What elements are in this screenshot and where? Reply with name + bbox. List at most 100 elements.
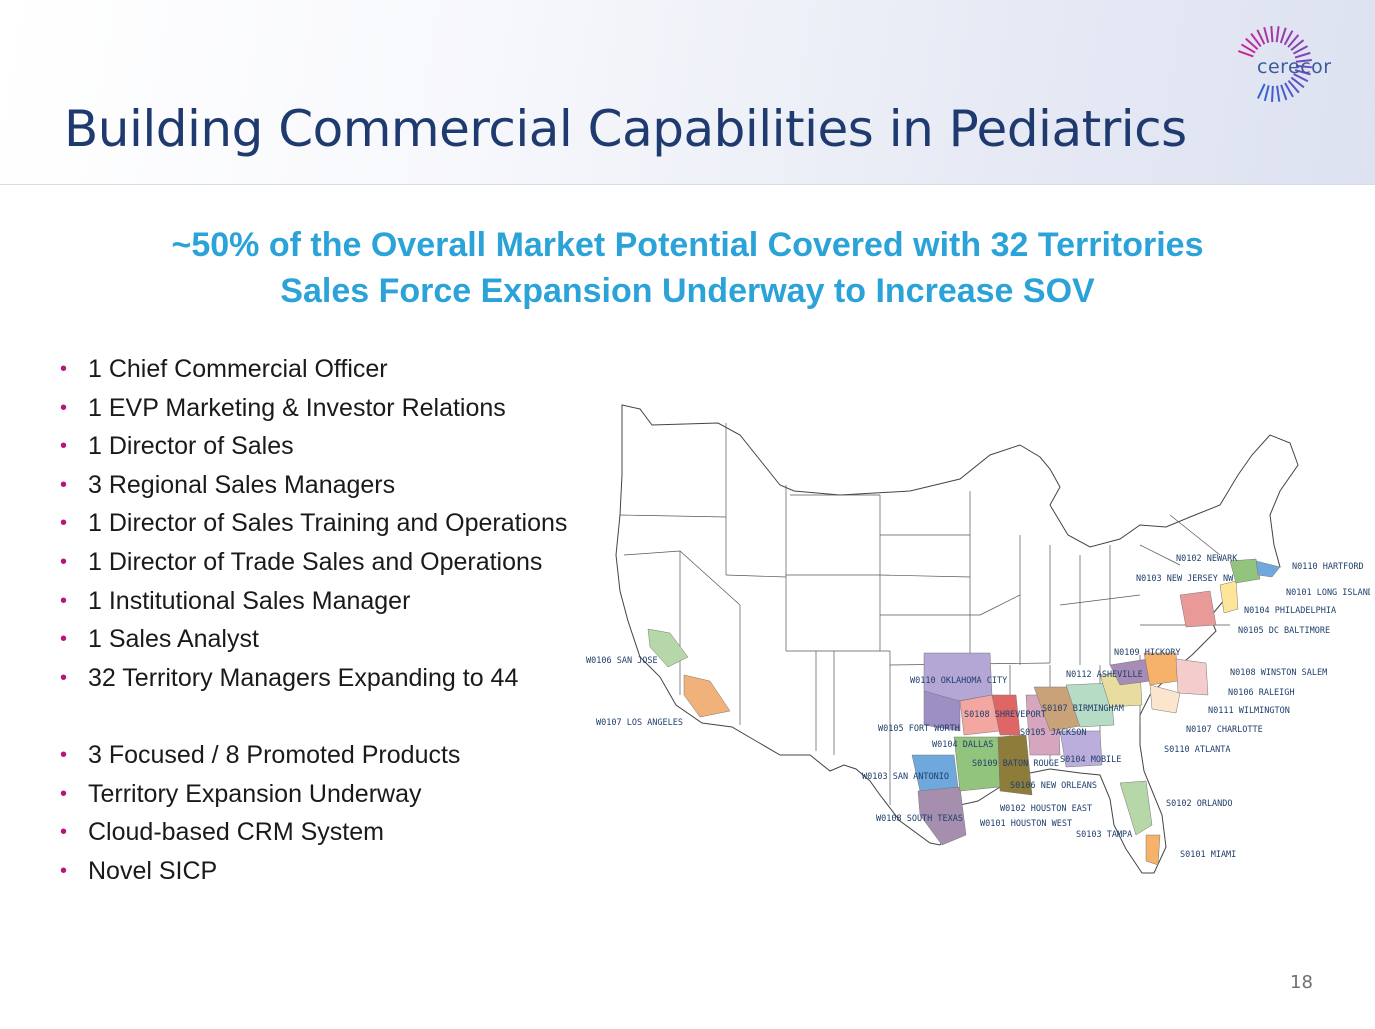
- territory-south-texas: [917, 786, 967, 846]
- territory-label: S0102 ORLANDO: [1166, 799, 1233, 809]
- territory-fort-worth: [923, 690, 961, 732]
- territory-san-jose: [647, 628, 689, 668]
- territory-label: N0103 NEW JERSEY NW: [1136, 574, 1234, 584]
- territory-label: W0108 SOUTH TEXAS: [876, 814, 963, 824]
- cerecor-arc-logo-icon: [1237, 26, 1312, 103]
- logo-ray: [1295, 64, 1312, 69]
- bullet-dot-icon: •: [60, 589, 68, 612]
- territory-new-jersey: [1229, 558, 1261, 584]
- logo-ray: [1287, 79, 1300, 94]
- bullet-item: • 1 Chief Commercial Officer: [60, 350, 567, 389]
- logo-ray: [1283, 30, 1294, 46]
- territory-label: W0102 HOUSTON EAST: [1000, 804, 1092, 814]
- territory-miami: [1145, 834, 1161, 866]
- territory-label: N0101 LONG ISLAND: [1286, 588, 1370, 598]
- bullet-item: • Cloud-based CRM System: [60, 813, 567, 852]
- territory-long-island: [1255, 560, 1281, 578]
- territory-map: W0106 SAN JOSE W0107 LOS ANGELES W0110 OKL…: [586, 404, 1370, 874]
- bullet-text: Cloud-based CRM System: [88, 818, 384, 847]
- territory-mobile: [1059, 730, 1103, 768]
- territory-label: N0105 DC BALTIMORE: [1238, 626, 1330, 636]
- bullet-item: • Novel SICP: [60, 852, 567, 891]
- bullet-text: Novel SICP: [88, 856, 218, 885]
- territory-patches: [647, 558, 1281, 866]
- territory-tampa-orlando: [1119, 780, 1153, 836]
- bullet-dot-icon: •: [60, 435, 68, 458]
- bullet-item: • 1 Sales Analyst: [60, 620, 567, 659]
- bullet-text: 3 Focused / 8 Promoted Products: [88, 740, 461, 769]
- bullet-text: 1 Director of Trade Sales and Operations: [88, 547, 543, 576]
- territory-label: N0106 RALEIGH: [1228, 688, 1295, 698]
- bullet-dot-icon: •: [60, 473, 68, 496]
- territory-label: W0110 OKLAHOMA CITY: [910, 676, 1007, 686]
- territory-philadelphia: [1219, 580, 1239, 614]
- logo-ray: [1270, 26, 1274, 43]
- bullet-text: 1 Institutional Sales Manager: [88, 586, 411, 615]
- team-bullet-list: • 1 Chief Commercial Officer • 1 EVP Marke…: [60, 350, 567, 890]
- logo-ray: [1294, 51, 1311, 59]
- logo-ray: [1240, 43, 1256, 54]
- logo-ray: [1275, 26, 1280, 43]
- territory-label: W0104 DALLAS: [932, 740, 993, 750]
- territory-label: S0104 MOBILE: [1060, 755, 1121, 765]
- territory-birmingham: [1065, 682, 1115, 728]
- subtitle-line-1: ~50% of the Overall Market Potential Cov…: [171, 226, 1204, 264]
- logo-ray: [1284, 82, 1294, 98]
- territory-label: N0111 WILMINGTON: [1208, 706, 1290, 716]
- logo-text: cerecor: [1257, 56, 1332, 78]
- bullet-text: 1 Chief Commercial Officer: [88, 355, 388, 383]
- page-number: 18: [1290, 972, 1313, 993]
- territory-label: W0103 SAN ANTONIO: [862, 772, 949, 782]
- logo-ray: [1279, 27, 1287, 44]
- subtitle-line-2: Sales Force Expansion Underway to Increa…: [280, 272, 1095, 310]
- logo-ray: [1237, 50, 1254, 58]
- bullet-dot-icon: •: [60, 782, 68, 805]
- bullet-dot-icon: •: [60, 859, 68, 882]
- territory-label: S0103 TAMPA: [1076, 830, 1132, 840]
- page-title: Building Commercial Capabilities in Pedi…: [64, 100, 1187, 158]
- territory-label: N0110 HARTFORD: [1292, 562, 1364, 572]
- logo-ray: [1276, 85, 1281, 102]
- company-logo: cerecor: [1222, 22, 1352, 106]
- territory-labels: W0106 SAN JOSE W0107 LOS ANGELES W0110 OKL…: [586, 554, 1370, 860]
- territory-label: W0105 FORT WORTH: [878, 724, 960, 734]
- bullet-dot-icon: •: [60, 666, 68, 689]
- territory-label: W0101 HOUSTON WEST: [980, 819, 1072, 829]
- logo-ray: [1294, 69, 1311, 76]
- bullet-text: 1 Sales Analyst: [88, 625, 259, 654]
- territory-label: N0102 NEWARK: [1176, 554, 1238, 564]
- bullet-text: Territory Expansion Underway: [88, 779, 422, 808]
- territory-label: S0101 MIAMI: [1180, 850, 1236, 860]
- logo-ray: [1263, 27, 1270, 44]
- bullet-item: • Territory Expansion Underway: [60, 775, 567, 814]
- territory-dc-baltimore: [1179, 590, 1217, 628]
- logo-ray: [1245, 37, 1259, 51]
- territory-label: S0105 JACKSON: [1020, 728, 1087, 738]
- territory-label: S0108 SHREVEPORT: [964, 710, 1046, 720]
- territory-label: N0109 HICKORY: [1114, 648, 1181, 658]
- territory-label: S0106 NEW ORLEANS: [1010, 781, 1097, 791]
- bullet-dot-icon: •: [60, 743, 68, 766]
- bullet-text: 1 Director of Sales: [88, 432, 294, 461]
- bullet-dot-icon: •: [60, 358, 68, 380]
- bullet-dot-icon: •: [60, 550, 68, 573]
- territory-label: N0112 ASHEVILLE: [1066, 670, 1143, 680]
- territory-label: W0106 SAN JOSE: [586, 656, 658, 666]
- territory-label: N0107 CHARLOTTE: [1186, 725, 1263, 735]
- bullet-text: 1 Director of Sales Training and Operati…: [88, 509, 568, 538]
- header-band: [0, 0, 1375, 185]
- territory-label: S0110 ATLANTA: [1164, 745, 1231, 755]
- bullet-item: • 32 Territory Managers Expanding to 44: [60, 659, 567, 698]
- bullet-dot-icon: •: [60, 512, 68, 535]
- logo-ray: [1292, 45, 1309, 55]
- logo-ray: [1295, 59, 1312, 63]
- territory-raleigh: [1175, 658, 1209, 696]
- bullet-text: 3 Regional Sales Managers: [88, 470, 396, 499]
- logo-ray: [1250, 33, 1262, 48]
- logo-ray: [1257, 83, 1266, 99]
- logo-ray: [1256, 29, 1266, 45]
- logo-ray: [1290, 39, 1305, 51]
- bullet-item: • 1 EVP Marketing & Investor Relations: [60, 389, 567, 428]
- bullet-item: • 1 Institutional Sales Manager: [60, 582, 567, 621]
- territory-label: S0107 BIRMINGHAM: [1042, 704, 1124, 714]
